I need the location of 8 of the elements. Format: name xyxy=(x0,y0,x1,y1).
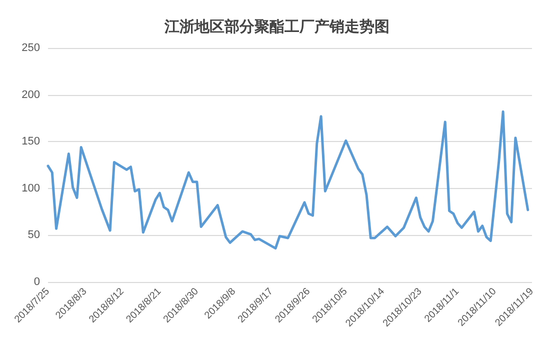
y-tick-label: 50 xyxy=(28,229,40,242)
y-tick-label: 0 xyxy=(34,276,40,288)
line-series xyxy=(46,110,530,250)
y-tick-label: 200 xyxy=(22,88,40,101)
chart-title: 江浙地区部分聚酯工厂产销走势图 xyxy=(164,18,390,36)
y-tick-label: 150 xyxy=(22,136,40,148)
y-tick-label: 250 xyxy=(22,42,40,54)
y-tick-label: 100 xyxy=(22,182,40,194)
